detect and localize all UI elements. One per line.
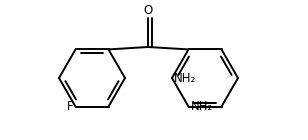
Text: F: F [67,100,74,113]
Text: NH₂: NH₂ [174,72,196,85]
Text: O: O [144,4,153,17]
Text: NH₂: NH₂ [191,100,213,113]
